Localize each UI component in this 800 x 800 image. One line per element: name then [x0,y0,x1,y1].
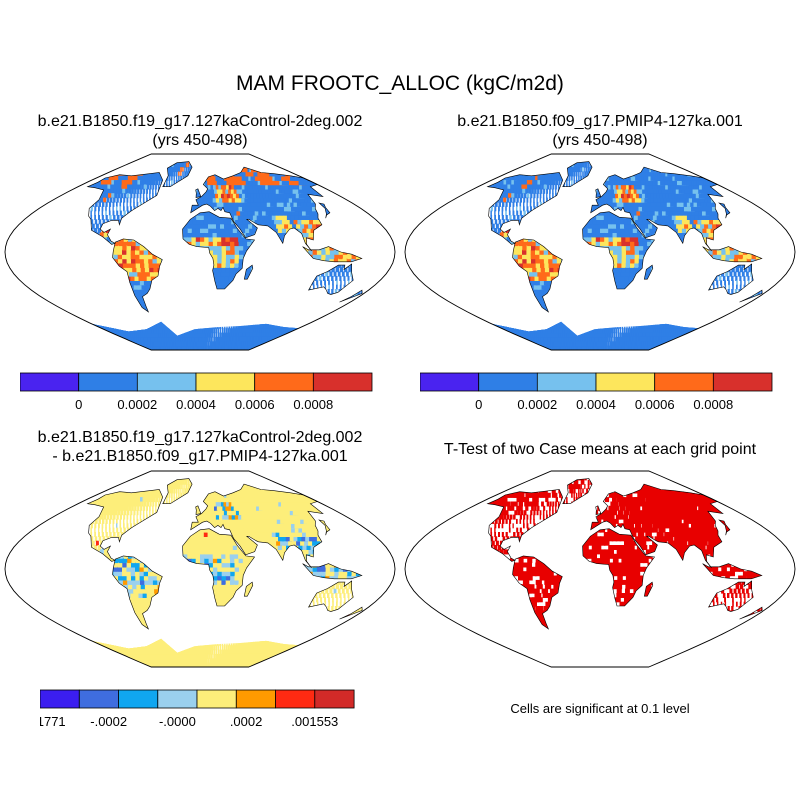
colorbar-tick-label: -.0000 [159,714,196,729]
colorbar-tick-label: 0 [75,397,82,412]
colorbar-tick-label: 0.0006 [235,397,275,412]
colorbar-tick-label: .0002 [230,714,263,729]
colorbar-swatch [536,372,597,392]
colorbar-swatch [595,372,656,392]
land-cells [487,161,763,350]
panel-title-line2: (yrs 450-498) [152,132,248,149]
map-difference [4,470,396,668]
colorbar-swatch [254,372,314,392]
panel-title-line1: b.e21.B1850.f19_g17.127kaControl-2deg.00… [37,429,363,446]
coastlines [86,478,363,630]
colorbar-swatch [20,372,80,392]
colorbar-swatch [196,689,237,709]
colorbar-tick-label: 0.0008 [293,397,333,412]
colorbar-case2: 0 0.0002 0.0004 0.0006 0.0008 [420,372,773,412]
map-case2 [404,153,796,351]
colorbar-swatch [78,372,138,392]
panel-title-line1: b.e21.B1850.f19_g17.127kaControl-2deg.00… [37,113,363,130]
land-cells [87,478,363,667]
colorbar-swatch [478,372,538,392]
map-boundary [404,470,796,668]
coastlines [486,478,763,630]
panel-title-case2: b.e21.B1850.f09_g17.PMIP4-127ka.001 (yrs… [400,112,800,150]
panel-title-line1: b.e21.B1850.f09_g17.PMIP4-127ka.001 [457,113,743,130]
colorbar-swatch [712,372,773,392]
colorbar-swatch [136,372,197,392]
land-cells [87,161,363,350]
colorbar-tick-label: -.0002 [90,714,127,729]
colorbar-swatch [157,689,198,709]
map-case1 [4,153,396,351]
panel-title-line2: - b.e21.B1850.f09_g17.PMIP4-127ka.001 [52,448,348,465]
land-cells [487,478,763,638]
colorbar-case1: 0 0.0002 0.0004 0.0006 0.0008 [20,372,373,412]
colorbar-difference: -.001771 -.0002 -.0000 .0002 .001553 [40,689,355,729]
colorbar-tick-label: 0.0004 [576,397,616,412]
colorbar-tick-label: .001553 [291,714,338,729]
colorbar-swatch [275,689,316,709]
colorbar-swatch [312,372,373,392]
coastlines [86,161,363,313]
colorbar-tick-label: 0.0006 [635,397,675,412]
colorbar-tick-label: 0.0002 [117,397,157,412]
colorbar-swatch [235,689,277,709]
map-ttest [404,470,796,668]
colorbar-tick-label: -.001771 [40,714,66,729]
colorbar-tick-label: 0.0004 [176,397,216,412]
main-title: MAM FROOTC_ALLOC (kgC/m2d) [236,72,564,95]
map-boundary [404,153,796,351]
colorbar-tick-label: 0 [475,397,482,412]
significance-note: Cells are significant at 0.1 level [510,701,690,716]
colorbar-swatch [195,372,256,392]
colorbar-swatch [314,689,355,709]
panel-title-case1: b.e21.B1850.f19_g17.127kaControl-2deg.00… [0,112,400,150]
colorbar-swatch [654,372,714,392]
colorbar-swatch [420,372,480,392]
panel-title-difference: b.e21.B1850.f19_g17.127kaControl-2deg.00… [0,428,400,466]
colorbar-tick-label: 0.0002 [517,397,557,412]
colorbar-swatch [78,689,119,709]
panel-title-line1: T-Test of two Case means at each grid po… [443,441,757,458]
colorbar-swatch [118,689,159,709]
map-boundary [4,153,396,351]
colorbar-tick-label: 0.0008 [693,397,733,412]
map-boundary [4,470,396,668]
coastlines [486,161,763,313]
panel-title-line2: (yrs 450-498) [552,132,648,149]
colorbar-swatch [40,689,80,709]
panel-title-ttest: T-Test of two Case means at each grid po… [400,440,800,459]
